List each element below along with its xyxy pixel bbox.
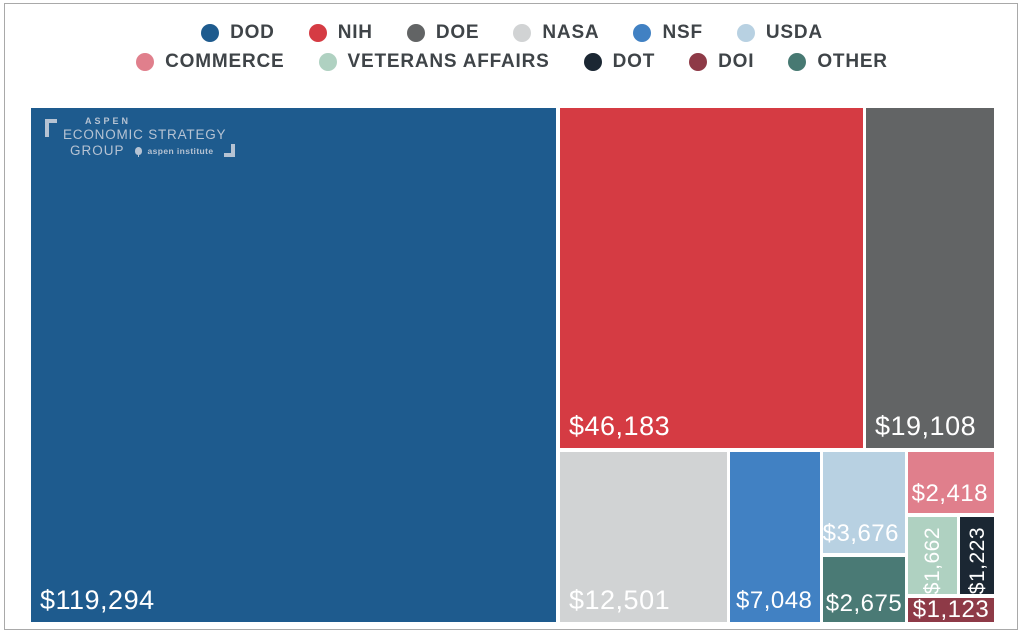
legend-item-dot[interactable]: DOT [583,51,656,73]
aspen-economic-strategy-group-logo: ASPEN ECONOMIC STRATEGY GROUP aspen inst… [45,116,235,158]
legend-item-usda[interactable]: USDA [736,22,823,44]
legend-label: NASA [542,22,600,43]
value-label-nsf: $7,048 [736,587,813,614]
value-label-doi: $1,123 [912,596,990,623]
legend-label: COMMERCE [165,51,285,72]
legend-label: OTHER [817,51,888,72]
legend-label: USDA [765,22,823,43]
legend-label: DOD [230,22,275,43]
value-label-dod: $119,294 [40,585,155,615]
legend-dot-other-icon [788,53,807,71]
legend-label: NIH [337,22,373,43]
treemap-block-veterans-affairs[interactable]: $1,662 [908,517,957,594]
logo-corner-bracket-bottom-right-icon [223,144,235,157]
logo-text-economic-strategy: ECONOMIC STRATEGY [63,127,227,142]
legend-item-veterans-affairs[interactable]: VETERANS AFFAIRS [318,51,550,73]
legend-label: DOE [435,22,480,43]
logo-text-aspen: ASPEN [85,116,132,126]
legend-dot-commerce-icon [136,53,155,71]
legend-dot-doi-icon [689,53,708,71]
logo-text-aspen-institute: aspen institute [147,146,214,156]
value-label-commerce: $2,418 [911,480,988,507]
treemap-block-doe[interactable]: $19,108 [866,108,994,448]
legend-label: DOI [718,51,755,72]
legend-row-1: DOD NIH DOE NASA NSF USDA [0,22,1024,44]
treemap-chart: ASPEN ECONOMIC STRATEGY GROUP aspen inst… [31,108,994,622]
legend-item-other[interactable]: OTHER [788,51,888,73]
value-label-nih: $46,183 [569,411,671,441]
treemap-block-dod[interactable]: ASPEN ECONOMIC STRATEGY GROUP aspen inst… [31,108,556,622]
legend-dot-doe-icon [406,24,425,42]
value-label-doe: $19,108 [875,411,977,441]
value-label-usda: $3,676 [822,520,899,547]
value-label-nasa: $12,501 [569,585,671,615]
legend-dot-nasa-icon [513,24,532,42]
legend-row-2: COMMERCE VETERANS AFFAIRS DOT DOI OTHER [0,51,1024,73]
legend-dot-veterans-affairs-icon [318,53,337,71]
legend-item-doi[interactable]: DOI [689,51,754,73]
treemap-block-commerce[interactable]: $2,418 [908,452,994,513]
legend-item-dod[interactable]: DOD [201,22,275,44]
legend-dot-usda-icon [736,24,755,42]
legend-item-nih[interactable]: NIH [308,22,373,44]
legend-dot-nsf-icon [633,24,652,42]
chart-legend: DOD NIH DOE NASA NSF USDA [0,22,1024,73]
legend-item-nsf[interactable]: NSF [633,22,702,44]
aspen-leaf-icon [134,147,142,157]
value-label-other: $2,675 [825,590,903,617]
treemap-block-nsf[interactable]: $7,048 [730,452,820,622]
logo-text-group: GROUP [70,143,125,158]
legend-item-doe[interactable]: DOE [406,22,480,44]
legend-item-nasa[interactable]: NASA [513,22,599,44]
legend-dot-nih-icon [308,24,327,42]
value-label-dot: $1,223 [965,526,989,594]
logo-corner-bracket-top-left-icon [45,119,57,137]
treemap-block-other[interactable]: $2,675 [823,557,905,622]
treemap-block-nih[interactable]: $46,183 [560,108,863,448]
treemap-block-doi[interactable]: $1,123 [908,598,994,622]
value-label-veterans-affairs: $1,662 [921,526,944,594]
legend-item-commerce[interactable]: COMMERCE [136,51,284,73]
legend-label: DOT [612,51,656,72]
legend-label: NSF [662,22,703,43]
legend-dot-dod-icon [201,24,220,42]
treemap-block-usda[interactable]: $3,676 [823,452,905,553]
treemap-block-nasa[interactable]: $12,501 [560,452,727,622]
legend-dot-dot-icon [583,53,602,71]
treemap-block-dot[interactable]: $1,223 [960,517,994,594]
legend-label: VETERANS AFFAIRS [347,51,550,72]
